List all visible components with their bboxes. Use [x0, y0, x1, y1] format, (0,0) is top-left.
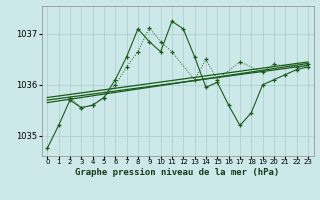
X-axis label: Graphe pression niveau de la mer (hPa): Graphe pression niveau de la mer (hPa)	[76, 168, 280, 177]
